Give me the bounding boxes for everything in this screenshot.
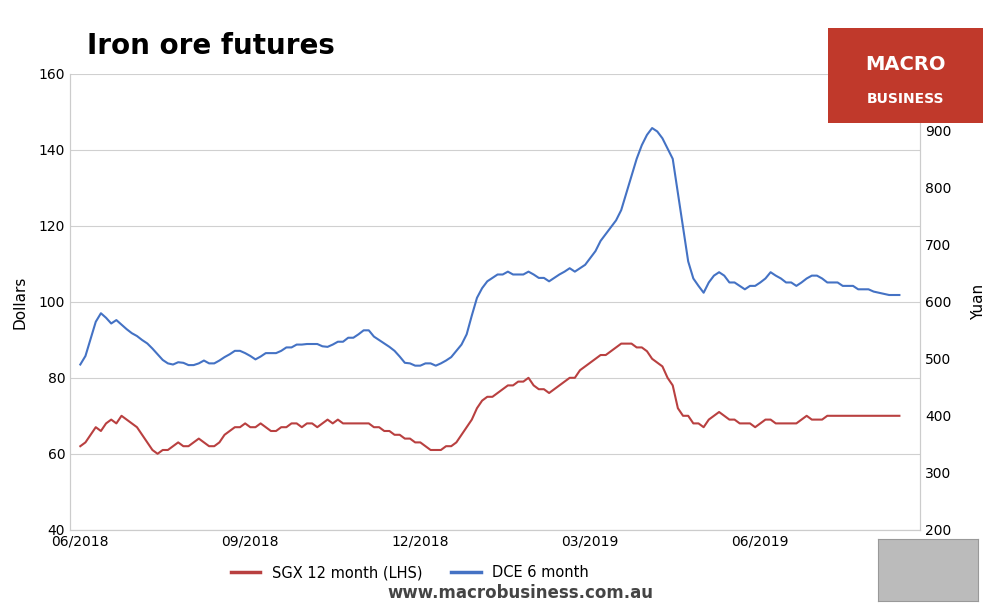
Text: www.macrobusiness.com.au: www.macrobusiness.com.au (387, 585, 653, 602)
Text: BUSINESS: BUSINESS (867, 92, 944, 107)
Y-axis label: Dollars: Dollars (13, 275, 28, 328)
Y-axis label: Yuan: Yuan (971, 284, 986, 320)
Legend: SGX 12 month (LHS), DCE 6 month: SGX 12 month (LHS), DCE 6 month (225, 559, 595, 586)
Text: MACRO: MACRO (865, 54, 946, 73)
Text: Iron ore futures: Iron ore futures (87, 33, 335, 60)
